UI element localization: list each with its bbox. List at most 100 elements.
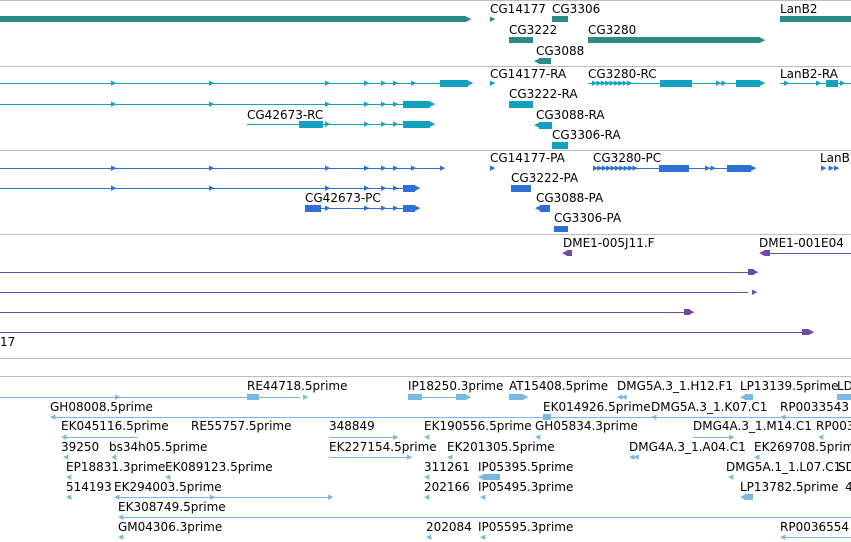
- gene-label[interactable]: CG3306: [552, 2, 601, 16]
- protein-label[interactable]: LanB2: [820, 151, 851, 165]
- strand-arrow-icon[interactable]: ◀: [447, 453, 453, 461]
- transcript-label[interactable]: CG14177-RA: [490, 67, 567, 81]
- gene-label[interactable]: CG3280: [588, 23, 637, 37]
- est-label[interactable]: DMG5A.3_1.H12.F1: [617, 379, 734, 393]
- transcript-feature[interactable]: ▶ ▶ ▶ ▶ ▶: [247, 121, 440, 129]
- est-label[interactable]: RE55757.5prime: [191, 419, 292, 433]
- est-label[interactable]: LP13139.5prime: [740, 379, 839, 393]
- transcript-feature[interactable]: [509, 101, 533, 108]
- strand-arrow-icon[interactable]: ◀◀: [617, 393, 627, 401]
- strand-arrow-icon[interactable]: ◀: [118, 533, 124, 541]
- est-feature[interactable]: ▶: [329, 434, 405, 441]
- est-feature[interactable]: ▶: [329, 454, 415, 461]
- est-feature[interactable]: ◀: [118, 514, 851, 521]
- transcript-label[interactable]: CG3280-RC: [588, 67, 657, 81]
- est-label[interactable]: DMG5A.3_1.K07.C1: [651, 400, 768, 414]
- est-label[interactable]: 4: [845, 480, 851, 494]
- strand-arrow-icon[interactable]: ◀: [818, 433, 824, 441]
- strand-arrow-icon[interactable]: ◀: [754, 453, 760, 461]
- est-feature[interactable]: ▶ ▶: [0, 394, 310, 401]
- est-label[interactable]: bs34h05.5prime: [109, 440, 208, 454]
- est-label[interactable]: EK227154.5prime: [329, 440, 437, 454]
- est-label[interactable]: 311261: [424, 460, 470, 474]
- clone-feature[interactable]: ◀: [562, 250, 572, 257]
- est-label[interactable]: SD: [838, 460, 851, 474]
- transcript-feature[interactable]: ▶▶▶▶▶▶▶▶▶ ▶▶ ▶: [588, 80, 766, 88]
- strand-arrow-icon[interactable]: ◀: [426, 533, 432, 541]
- transcript-label[interactable]: LanB2-RA: [780, 67, 838, 81]
- est-label[interactable]: RP0033543: [780, 400, 850, 414]
- gene-feature[interactable]: [780, 16, 851, 22]
- est-label[interactable]: DMG4A.3_1.A04.C1: [629, 440, 746, 454]
- est-label[interactable]: GH08008.5prime: [50, 400, 153, 414]
- est-label[interactable]: EK201305.5prime: [447, 440, 555, 454]
- est-label[interactable]: EK308749.5prime: [118, 500, 226, 514]
- strand-arrow-icon[interactable]: ▶: [490, 79, 496, 87]
- transcript-label[interactable]: CG42673-RC: [247, 108, 324, 122]
- gene-label[interactable]: LanB2: [780, 2, 818, 16]
- protein-label[interactable]: CG3222-PA: [511, 171, 579, 185]
- est-label[interactable]: 39250: [61, 440, 100, 454]
- protein-feature[interactable]: ▶▶▶▶▶▶▶▶▶▶ ▶▶ ▶: [593, 165, 759, 173]
- protein-feature[interactable]: [554, 226, 568, 232]
- strand-arrow-icon[interactable]: ◀: [165, 473, 171, 481]
- clone-feature[interactable]: ▶: [0, 269, 760, 276]
- clone-feature[interactable]: ▶: [0, 289, 760, 296]
- strand-arrow-icon[interactable]: ◀: [66, 493, 72, 501]
- gene-feature[interactable]: [552, 16, 568, 22]
- est-feature[interactable]: [837, 394, 851, 400]
- clone-feature[interactable]: ◀: [759, 250, 851, 257]
- clone-feature[interactable]: ▶: [0, 309, 696, 316]
- protein-label[interactable]: CG3280-PC: [593, 151, 662, 165]
- est-feature[interactable]: ◀: [478, 474, 502, 481]
- strand-arrow-icon[interactable]: ◀: [480, 493, 486, 501]
- est-label[interactable]: GM04306.3prime: [118, 520, 223, 534]
- strand-arrow-icon[interactable]: ◀◀: [629, 453, 639, 461]
- strand-arrow-icon[interactable]: ◀: [111, 453, 117, 461]
- est-label[interactable]: 202166: [424, 480, 470, 494]
- strand-arrow-icon[interactable]: ◀: [424, 473, 430, 481]
- transcript-feature[interactable]: ◀: [534, 122, 554, 130]
- est-label[interactable]: IP05595.3prime: [478, 520, 574, 534]
- est-label[interactable]: EK269708.5prime: [754, 440, 851, 454]
- protein-label[interactable]: CG14177-PA: [490, 151, 565, 165]
- protein-feature[interactable]: ▶ ▶ ▶ ▶ ▶ ▶ ▶: [0, 185, 422, 193]
- est-label[interactable]: DMG4A.3_1.M14.C1: [693, 419, 812, 433]
- est-label[interactable]: LD: [837, 379, 851, 393]
- est-label[interactable]: IP18250.3prime: [408, 379, 504, 393]
- est-label[interactable]: IP05395.5prime: [478, 460, 574, 474]
- est-label[interactable]: 348849: [329, 419, 375, 433]
- est-label[interactable]: RP0036554: [780, 520, 850, 534]
- gene-label[interactable]: CG3222: [509, 23, 558, 37]
- transcript-label[interactable]: CG3222-RA: [509, 87, 578, 101]
- est-label[interactable]: RE44718.5prime: [247, 379, 348, 393]
- protein-label[interactable]: CG42673-PC: [305, 191, 381, 205]
- est-feature[interactable]: ◀: [780, 414, 851, 421]
- protein-label[interactable]: CG3088-PA: [536, 191, 604, 205]
- strand-arrow-icon[interactable]: ◀: [424, 433, 430, 441]
- est-label[interactable]: RP003: [816, 419, 851, 433]
- transcript-feature[interactable]: ▶ ▶ ▶ ▶ ▶ ▶ ▶ ▶: [0, 80, 475, 88]
- gene-feature[interactable]: ▶: [0, 16, 472, 23]
- est-label[interactable]: IP05495.3prime: [478, 480, 574, 494]
- strand-arrow-icon[interactable]: ◀: [66, 473, 72, 481]
- strand-arrow-icon[interactable]: ▶: [490, 164, 496, 172]
- strand-arrow-icon[interactable]: ◀: [424, 493, 430, 501]
- est-label[interactable]: 202084: [426, 520, 472, 534]
- strand-arrow-icon[interactable]: ◀: [63, 453, 69, 461]
- transcript-label[interactable]: CG3088-RA: [536, 108, 605, 122]
- est-feature[interactable]: ▶: [408, 394, 472, 401]
- est-label[interactable]: EP18831.3prime: [66, 460, 166, 474]
- clone-feature[interactable]: ▶: [0, 329, 816, 336]
- protein-feature[interactable]: ▶ ▶ ▶ ▶ ▶: [305, 205, 423, 213]
- est-label[interactable]: EK190556.5prime: [424, 419, 532, 433]
- gene-feature[interactable]: ◀: [534, 58, 552, 65]
- est-feature[interactable]: [543, 414, 551, 420]
- protein-label[interactable]: CG3306-PA: [554, 211, 622, 225]
- gene-feature[interactable]: [509, 37, 533, 43]
- strand-arrow-icon[interactable]: ◀: [535, 433, 541, 441]
- transcript-label[interactable]: CG3306-RA: [552, 128, 621, 142]
- est-label[interactable]: 514193: [66, 480, 112, 494]
- protein-feature[interactable]: ◀: [535, 205, 551, 213]
- est-label[interactable]: EK045116.5prime: [61, 419, 169, 433]
